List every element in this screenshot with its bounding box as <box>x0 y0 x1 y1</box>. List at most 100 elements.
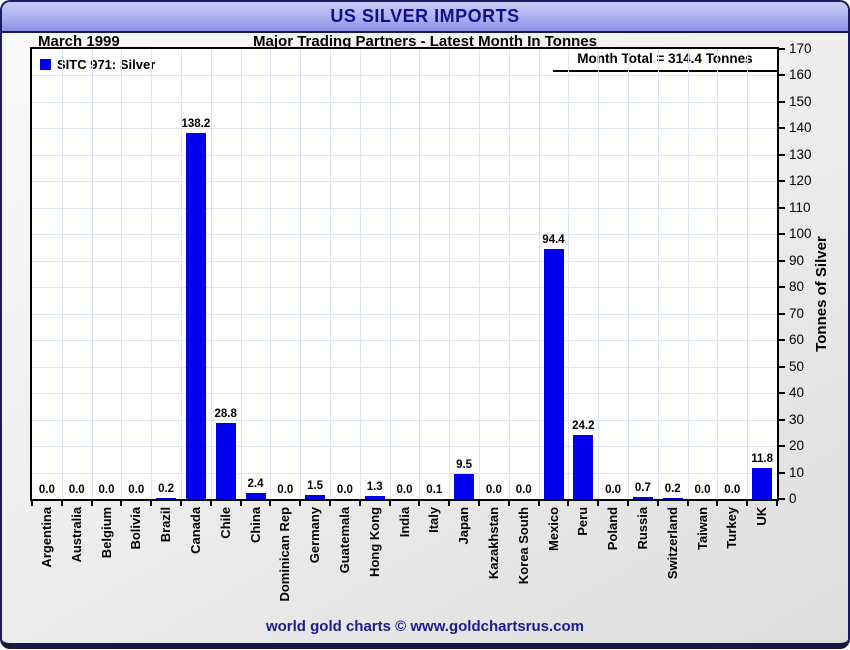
legend: SITC 971: Silver <box>40 57 155 72</box>
bar-value-label: 0.0 <box>485 484 502 496</box>
y-axis-label: 150 <box>789 93 812 109</box>
bar-value-label: 94.4 <box>542 234 565 247</box>
bar-value-label: 0.0 <box>694 484 711 496</box>
gridline-vertical <box>359 49 361 499</box>
y-axis-label: 80 <box>789 279 805 295</box>
bar-value-label: 24.2 <box>572 419 595 432</box>
x-axis-label: Dominican Rep <box>277 506 293 602</box>
x-tick <box>180 501 182 506</box>
x-tick <box>448 501 451 506</box>
y-axis-label: 140 <box>789 120 812 136</box>
bar-value-label: 0.0 <box>128 484 145 496</box>
x-tick <box>746 501 749 506</box>
y-axis-label: 160 <box>789 67 812 83</box>
gridline-vertical <box>687 49 689 499</box>
x-axis-label: Turkey <box>724 506 740 549</box>
x-axis-label: Bolivia <box>128 506 144 550</box>
page-title: US SILVER IMPORTS <box>330 6 520 26</box>
gridline-vertical <box>210 49 212 499</box>
x-tick <box>597 501 600 506</box>
y-tick <box>779 48 785 50</box>
x-axis-label: Korea South <box>515 506 531 585</box>
y-tick <box>779 312 785 315</box>
gridline-vertical <box>449 49 451 499</box>
gridline-vertical <box>508 49 510 499</box>
x-axis-label: Switzerland <box>664 506 680 580</box>
gridline-vertical <box>91 49 93 499</box>
x-tick <box>537 501 540 506</box>
y-axis-label: 130 <box>789 146 812 162</box>
gridline-horizontal <box>32 101 777 103</box>
y-axis-label: 0 <box>789 491 797 506</box>
gridline-vertical <box>538 49 540 499</box>
bar-value-label: 0.0 <box>605 484 622 496</box>
bar-value-label: 1.5 <box>307 480 324 493</box>
x-tick <box>478 501 480 506</box>
gridline-horizontal <box>32 393 777 395</box>
gridline-horizontal <box>32 128 777 130</box>
gridline-vertical <box>240 49 242 499</box>
x-tick <box>716 501 719 506</box>
bar <box>543 249 564 499</box>
x-tick <box>567 501 570 506</box>
bar-value-label: 0.0 <box>724 484 741 496</box>
date-label: March 1999 <box>38 33 120 50</box>
x-tick <box>388 501 391 506</box>
y-tick <box>779 127 785 130</box>
legend-label: SITC 971: Silver <box>57 57 156 72</box>
x-axis-label: Canada <box>187 506 203 554</box>
y-tick <box>779 445 785 448</box>
y-axis-label: 60 <box>789 332 805 348</box>
y-axis-label: 110 <box>789 199 811 215</box>
bar <box>573 434 594 499</box>
bar-value-label: 0.0 <box>396 484 413 496</box>
bar-value-label: 2.4 <box>247 477 264 490</box>
y-tick <box>779 233 785 236</box>
x-tick <box>209 501 212 506</box>
plot-area: SITC 971: Silver Month Total = 314.4 Ton… <box>30 47 779 501</box>
chart-subtitle: Major Trading Partners - Latest Month In… <box>253 33 597 50</box>
x-tick <box>358 501 361 506</box>
bar-value-label: 0.2 <box>158 483 175 496</box>
x-tick <box>299 501 302 506</box>
gridline-vertical <box>419 49 421 499</box>
x-axis-label: Hong Kong <box>366 506 382 578</box>
bar-value-label: 0.1 <box>426 483 443 496</box>
y-tick <box>779 339 785 342</box>
x-axis-label: Russia <box>634 506 650 550</box>
x-axis-label: UK <box>754 506 770 526</box>
bar-value-label: 138.2 <box>181 118 211 131</box>
gridline-horizontal <box>32 154 777 156</box>
y-tick <box>779 100 785 103</box>
y-axis-label: 100 <box>789 226 812 242</box>
bar-value-label: 11.8 <box>751 452 773 465</box>
y-axis-label: 10 <box>789 464 805 480</box>
bar-value-label: 0.0 <box>277 484 294 496</box>
gridline-vertical <box>568 49 570 499</box>
bar <box>305 495 326 499</box>
x-tick <box>60 501 63 506</box>
gridline-vertical <box>270 49 272 499</box>
x-tick <box>627 501 629 506</box>
x-tick <box>239 501 242 506</box>
gridline-vertical <box>330 49 331 499</box>
legend-swatch-icon <box>40 59 51 70</box>
y-tick <box>779 153 785 156</box>
x-axis-label: Peru <box>575 506 591 536</box>
y-axis-label: 50 <box>789 358 805 374</box>
footer-credit: world gold charts © www.goldchartsrus.co… <box>265 618 585 635</box>
gridline-vertical <box>598 49 600 499</box>
gridline-vertical <box>717 49 719 499</box>
bar-value-label: 9.5 <box>456 458 473 471</box>
x-tick <box>90 501 93 506</box>
x-axis-label: Poland <box>605 506 621 551</box>
gridline-horizontal <box>32 446 777 448</box>
x-tick <box>507 501 510 506</box>
x-axis-label: Belgium <box>98 506 114 559</box>
y-axis-label: 40 <box>789 385 805 401</box>
gridline-vertical <box>151 49 153 499</box>
bar <box>752 467 773 499</box>
y-tick <box>779 498 785 500</box>
x-axis-label: Mexico <box>545 506 561 552</box>
bar <box>364 495 385 499</box>
